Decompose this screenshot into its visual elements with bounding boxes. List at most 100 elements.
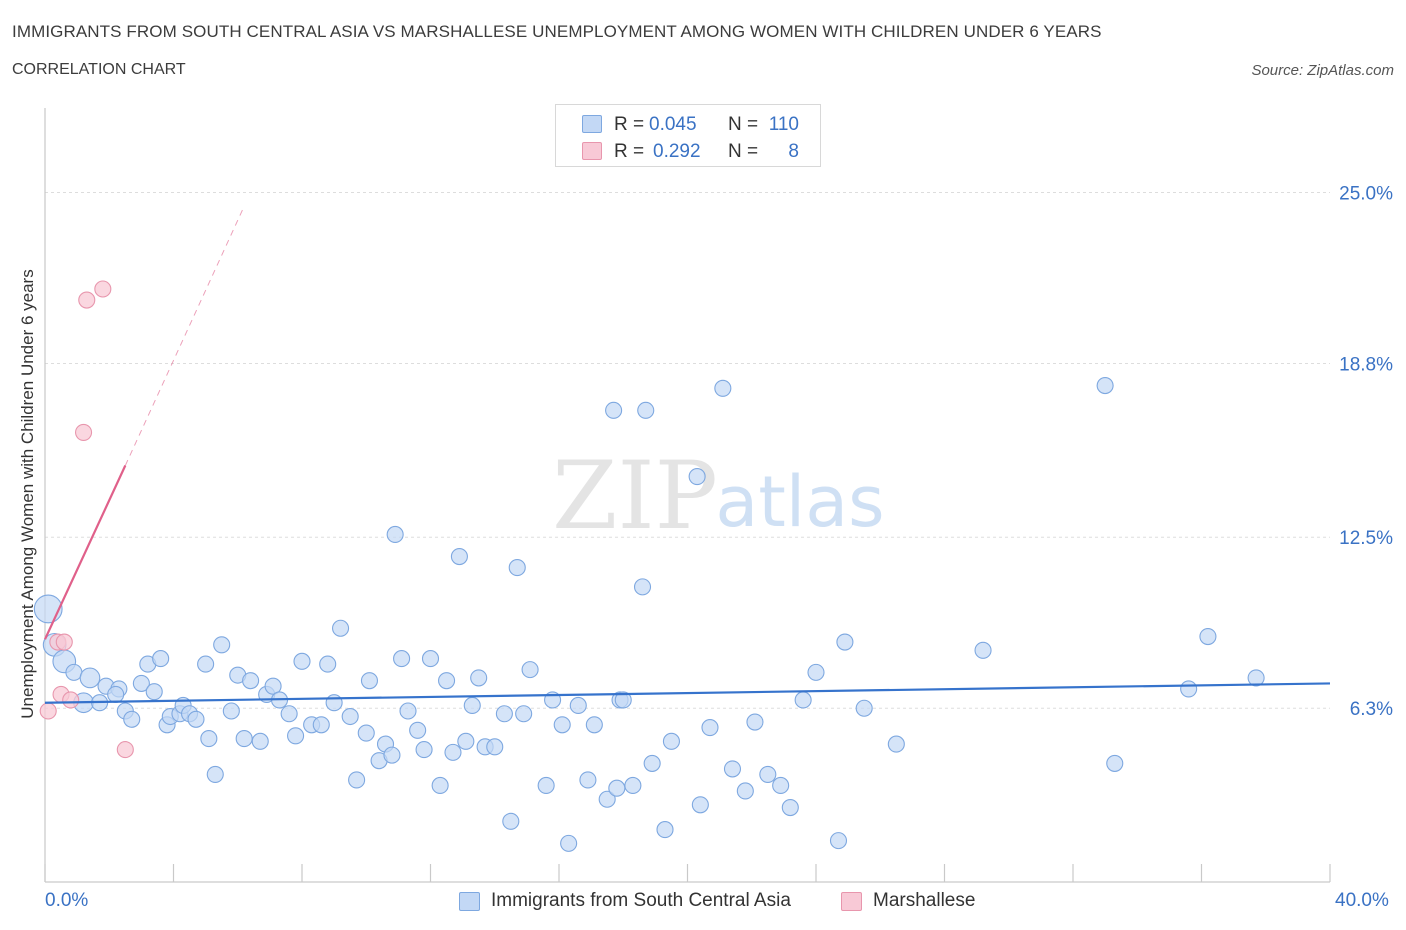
data-point-marshallese bbox=[78, 291, 96, 309]
data-point-immigrants bbox=[197, 655, 215, 673]
data-point-immigrants bbox=[450, 547, 468, 566]
data-point-immigrants bbox=[341, 707, 359, 726]
data-point-immigrants bbox=[662, 732, 680, 750]
data-point-immigrants bbox=[836, 633, 854, 651]
watermark: ZIP atlas bbox=[552, 442, 884, 551]
data-point-immigrants bbox=[65, 663, 83, 681]
data-point-immigrants bbox=[714, 379, 732, 397]
data-point-immigrants bbox=[605, 401, 623, 419]
data-point-immigrants bbox=[393, 650, 411, 668]
data-point-immigrants bbox=[656, 821, 674, 839]
data-point-immigrants bbox=[1180, 680, 1198, 698]
data-point-immigrants bbox=[415, 741, 433, 759]
legend-r-label: R = bbox=[614, 114, 645, 135]
data-point-immigrants bbox=[614, 691, 632, 709]
data-point-immigrants bbox=[736, 782, 754, 800]
data-point-immigrants bbox=[431, 776, 449, 795]
data-point-immigrants bbox=[515, 705, 533, 723]
trend-line-marshallese-extrapolated bbox=[124, 206, 245, 466]
data-point-immigrants bbox=[781, 798, 799, 817]
trend-line-immigrants bbox=[44, 682, 1331, 704]
data-point-immigrants bbox=[829, 832, 848, 850]
data-point-immigrants bbox=[688, 468, 706, 486]
legend-swatch-blue bbox=[582, 115, 602, 133]
data-point-immigrants bbox=[746, 713, 764, 731]
data-point-immigrants bbox=[235, 730, 253, 748]
data-point-immigrants bbox=[633, 578, 652, 596]
data-point-immigrants bbox=[132, 674, 150, 692]
data-point-immigrants bbox=[357, 724, 375, 742]
legend-n-value: 110 bbox=[768, 114, 799, 135]
data-point-marshallese bbox=[116, 741, 134, 759]
data-point-immigrants bbox=[251, 732, 269, 750]
data-point-immigrants bbox=[399, 702, 417, 720]
data-point-immigrants bbox=[213, 636, 231, 654]
data-point-immigrants bbox=[242, 672, 260, 690]
data-point-immigrants bbox=[319, 655, 337, 673]
data-point-immigrants bbox=[187, 710, 205, 728]
data-point-immigrants bbox=[723, 760, 742, 778]
data-point-immigrants bbox=[438, 672, 456, 690]
data-point-immigrants bbox=[383, 746, 401, 764]
data-point-immigrants bbox=[264, 677, 282, 695]
data-point-immigrants bbox=[887, 735, 905, 753]
data-point-immigrants bbox=[145, 683, 163, 701]
watermark-zip: ZIP bbox=[552, 442, 718, 551]
legend-swatch-pink bbox=[582, 142, 602, 160]
data-point-immigrants bbox=[701, 718, 719, 737]
data-point-immigrants bbox=[553, 716, 571, 734]
data-point-immigrants bbox=[691, 796, 709, 814]
data-point-immigrants bbox=[807, 663, 825, 681]
data-point-immigrants bbox=[502, 812, 520, 830]
correlation-legend: R = 0.045 N = 110 R = 0.292 N = 8 bbox=[555, 104, 821, 167]
data-point-immigrants bbox=[1199, 627, 1217, 646]
data-point-immigrants bbox=[486, 738, 504, 756]
data-point-immigrants bbox=[560, 834, 578, 852]
bottom-legend-label: Marshallese bbox=[873, 890, 976, 911]
bottom-legend-label: Immigrants from South Central Asia bbox=[491, 890, 791, 911]
data-point-immigrants bbox=[79, 667, 101, 689]
data-point-immigrants bbox=[537, 776, 555, 795]
data-point-immigrants bbox=[974, 641, 992, 659]
data-point-immigrants bbox=[222, 702, 240, 720]
legend-r-value: 0.292 bbox=[653, 141, 701, 162]
chart-subtitle: CORRELATION CHART bbox=[12, 61, 186, 78]
data-point-immigrants bbox=[107, 685, 125, 703]
series-marshallese-points bbox=[39, 280, 134, 759]
data-point-immigrants bbox=[444, 743, 462, 761]
data-point-immigrants bbox=[637, 401, 655, 419]
data-point-immigrants bbox=[598, 790, 616, 808]
data-point-immigrants bbox=[1106, 754, 1124, 772]
data-point-immigrants bbox=[508, 559, 526, 577]
x-tick-label-max: 40.0% bbox=[1335, 890, 1389, 911]
data-point-marshallese bbox=[94, 280, 112, 298]
data-point-immigrants bbox=[360, 672, 379, 690]
x-tick-label-min: 0.0% bbox=[45, 890, 89, 911]
data-point-immigrants bbox=[421, 650, 440, 668]
data-point-marshallese bbox=[75, 423, 93, 441]
data-point-immigrants bbox=[1247, 669, 1265, 687]
gridlines bbox=[45, 191, 1330, 709]
legend-swatch-blue bbox=[459, 892, 480, 911]
axes bbox=[44, 108, 1331, 883]
data-point-immigrants bbox=[123, 710, 141, 728]
data-point-immigrants bbox=[585, 716, 603, 734]
data-point-immigrants bbox=[569, 696, 587, 715]
data-point-immigrants bbox=[1096, 376, 1114, 395]
trend-line-marshallese bbox=[44, 465, 127, 640]
data-point-immigrants bbox=[206, 765, 224, 783]
data-point-immigrants bbox=[409, 721, 427, 739]
data-point-marshallese bbox=[39, 702, 57, 720]
legend-n-value: 8 bbox=[788, 141, 799, 162]
legend-r-value: 0.045 bbox=[649, 114, 697, 135]
y-axis-label: Unemployment Among Women with Children U… bbox=[18, 269, 37, 719]
data-point-immigrants bbox=[325, 694, 343, 712]
y-tick-label: 12.5% bbox=[1339, 528, 1393, 549]
data-point-immigrants bbox=[470, 669, 488, 687]
data-point-immigrants bbox=[794, 691, 812, 709]
data-point-marshallese bbox=[62, 691, 80, 709]
y-tick-labels: 6.3% 12.5% 18.8% 25.0% bbox=[1339, 183, 1393, 720]
data-point-immigrants bbox=[643, 754, 661, 772]
data-point-immigrants bbox=[293, 652, 311, 670]
